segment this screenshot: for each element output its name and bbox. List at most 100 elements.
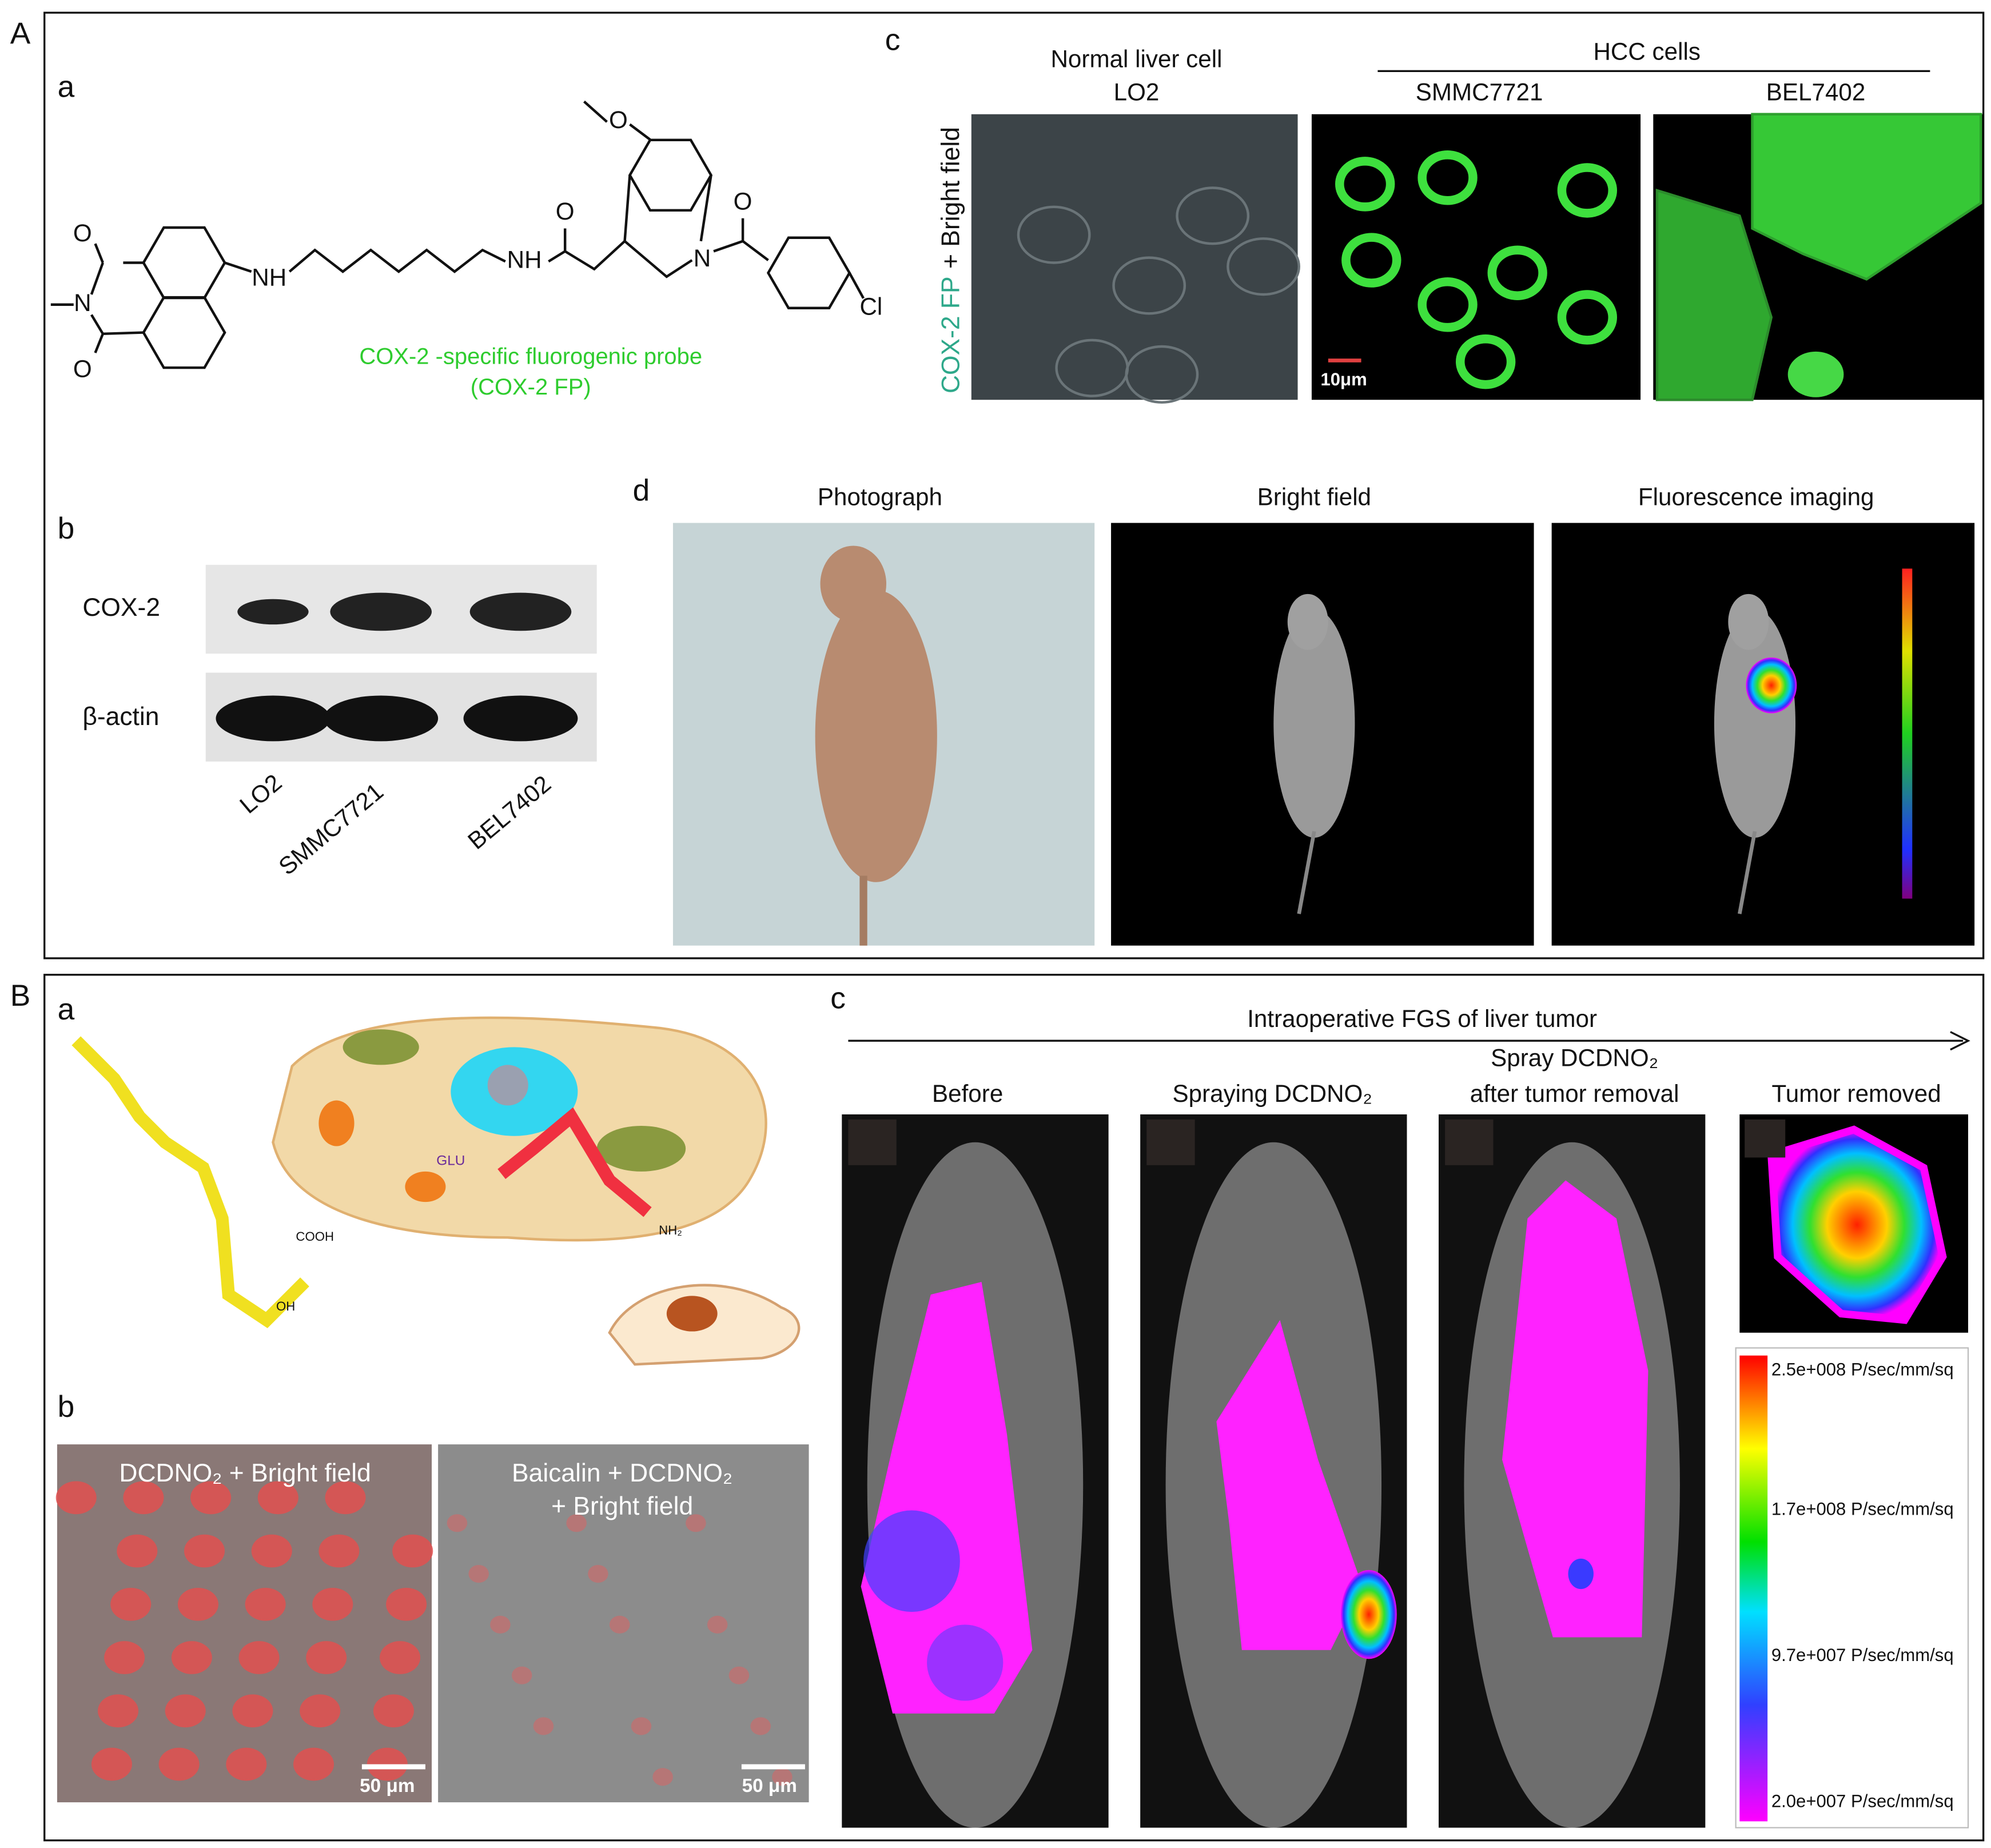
cell xyxy=(171,1641,212,1674)
tumor-signal xyxy=(1746,657,1797,714)
atom-label: O xyxy=(73,220,92,246)
cell-cluster xyxy=(1655,188,1773,401)
subpanel-label: a xyxy=(58,993,75,1026)
mitochondrion xyxy=(343,1029,419,1065)
cell xyxy=(1125,345,1199,404)
cell xyxy=(325,1481,366,1515)
arrow-head xyxy=(1950,1031,1970,1051)
colorbar-label: 2.5e+008 P/sec/mm/sq xyxy=(1771,1360,1954,1380)
panel-label: B xyxy=(10,979,31,1013)
mouse-head xyxy=(820,545,887,622)
subpanel-label: d xyxy=(633,473,650,507)
scale-bar-label: 50 μm xyxy=(742,1775,797,1797)
lane-label: SMMC7721 xyxy=(273,778,388,880)
cell xyxy=(447,1514,468,1532)
atom-label: O xyxy=(734,188,752,214)
liver xyxy=(666,1296,718,1332)
bond xyxy=(583,100,769,261)
cell xyxy=(609,1615,630,1634)
cell xyxy=(1787,351,1844,397)
signal-low xyxy=(863,1510,960,1612)
signal-low xyxy=(927,1624,1004,1701)
atom-label: NH xyxy=(252,264,286,290)
cell xyxy=(245,1587,286,1621)
cell xyxy=(177,1587,218,1621)
atom-label: N xyxy=(694,245,711,272)
ring xyxy=(90,261,144,336)
diagram-text: NH₂ xyxy=(659,1223,682,1237)
lane-label: LO2 xyxy=(234,769,286,819)
cell xyxy=(306,1641,347,1674)
image-caption: DCDNO₂ + Bright field xyxy=(119,1459,371,1487)
ring xyxy=(623,174,712,278)
subpanel-label: a xyxy=(58,70,75,103)
mouse xyxy=(815,590,937,882)
cell xyxy=(104,1641,145,1674)
cell xyxy=(110,1587,152,1621)
cell xyxy=(1017,205,1091,264)
column-header: Photograph xyxy=(818,484,942,511)
signal-region xyxy=(1216,1320,1363,1650)
column-header: Tumor removed xyxy=(1772,1080,1941,1107)
diagram-text: GLU xyxy=(436,1153,465,1169)
cell xyxy=(686,1514,706,1532)
organelle xyxy=(318,1100,355,1146)
corner-mark xyxy=(1445,1119,1494,1165)
mouse xyxy=(1273,609,1355,838)
cell xyxy=(1176,186,1250,245)
cell xyxy=(1417,277,1478,332)
panel-a-frame xyxy=(43,11,1985,959)
subpanel-label: b xyxy=(58,1390,75,1424)
atom-label: O xyxy=(73,355,92,382)
cell xyxy=(566,1514,587,1532)
lane-label: BEL7402 xyxy=(463,770,556,855)
mouse-tail xyxy=(1738,831,1757,914)
cell xyxy=(728,1666,750,1684)
cell xyxy=(251,1534,292,1568)
column-header: SMMC7721 xyxy=(1416,78,1543,105)
side-label-plain: + Bright field xyxy=(937,127,965,269)
cell xyxy=(533,1717,554,1735)
cell-cluster xyxy=(1751,113,1982,281)
micrograph xyxy=(971,114,1298,400)
atom-label: Cl xyxy=(859,293,882,320)
cell xyxy=(1341,233,1401,288)
cell xyxy=(158,1747,200,1781)
cell xyxy=(184,1534,225,1568)
column-header: Normal liver cell xyxy=(1050,46,1222,73)
band xyxy=(330,592,432,631)
cell xyxy=(373,1694,414,1728)
cell xyxy=(1557,290,1618,345)
column-header: Spray DCDNO₂ xyxy=(1491,1045,1658,1072)
row-label: β-actin xyxy=(82,703,159,731)
bond xyxy=(50,243,252,353)
band xyxy=(469,592,572,631)
cell xyxy=(652,1768,673,1786)
cell xyxy=(300,1694,341,1728)
cell xyxy=(55,1481,97,1515)
tumor-signal xyxy=(1341,1570,1397,1659)
corner-mark xyxy=(848,1119,897,1165)
cell xyxy=(379,1641,421,1674)
signal-low xyxy=(1568,1558,1594,1590)
micrograph xyxy=(57,1444,432,1803)
cell xyxy=(772,1768,793,1786)
nucleolus xyxy=(487,1065,528,1106)
group-header: HCC cells xyxy=(1593,38,1700,65)
ring xyxy=(766,236,851,309)
ring xyxy=(142,226,226,300)
cell xyxy=(1455,334,1516,389)
cell xyxy=(123,1481,164,1515)
atom-label: O xyxy=(609,106,628,133)
cell xyxy=(386,1587,427,1621)
cell xyxy=(232,1694,273,1728)
mouse-tail xyxy=(1297,831,1316,914)
probe-yellow xyxy=(71,1036,309,1328)
cell xyxy=(588,1564,608,1583)
cell xyxy=(392,1534,433,1568)
mitochondrion xyxy=(596,1125,686,1172)
scale-bar-label: 10μm xyxy=(1320,369,1367,389)
